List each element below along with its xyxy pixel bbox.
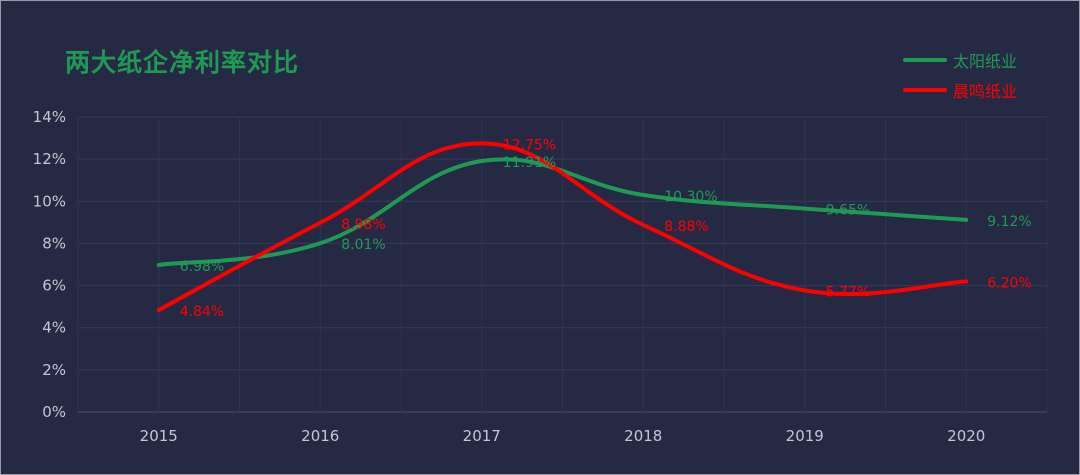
chart-title: 两大纸企净利率对比 (65, 48, 300, 77)
data-label-series-1: 8.88% (664, 219, 708, 235)
data-label-series-1: 12.75% (503, 137, 556, 153)
data-label-series-1: 4.84% (180, 304, 224, 320)
y-tick-label: 2% (42, 361, 66, 379)
y-tick-label: 4% (42, 319, 66, 337)
data-label-series-0: 8.01% (341, 237, 385, 253)
x-tick-label: 2019 (786, 427, 824, 445)
y-tick-label: 14% (33, 108, 66, 126)
y-tick-label: 0% (42, 403, 66, 421)
grid-layer (77, 116, 1048, 413)
axis-layer: 0% 2% 4% 6% 8% 10% 12% 14% 2015 2016 2017 2018 2019 2… (33, 108, 986, 445)
data-label-series-1: 8.98% (341, 217, 385, 233)
x-tick-label: 2020 (947, 427, 985, 445)
legend-label-series-0: 太阳纸业 (953, 52, 1018, 71)
data-label-series-1: 6.20% (987, 275, 1031, 291)
chart-legend: 太阳纸业 晨鸣纸业 (903, 45, 1017, 105)
y-tick-label: 6% (42, 277, 66, 295)
data-label-series-0: 6.98% (180, 259, 224, 275)
label-layer: 6.98% 8.01% 11.91% 10.30% 9.65% 9.12% 4.84% 8.9… (180, 137, 1032, 320)
legend-label-series-1: 晨鸣纸业 (953, 82, 1018, 101)
legend-item-series-0[interactable]: 太阳纸业 (903, 45, 1017, 75)
series-line-1 (156, 141, 969, 313)
legend-swatch-series-0 (903, 58, 947, 62)
data-label-series-0: 9.65% (826, 203, 870, 219)
y-tick-label: 8% (42, 234, 66, 252)
legend-item-series-1[interactable]: 晨鸣纸业 (903, 75, 1017, 105)
legend-swatch-series-1 (903, 88, 947, 92)
y-tick-label: 10% (33, 192, 66, 210)
y-tick-label: 12% (33, 150, 66, 168)
x-tick-label: 2016 (301, 427, 339, 445)
data-label-series-0: 11.91% (503, 155, 556, 171)
data-label-series-0: 9.12% (987, 214, 1031, 230)
x-tick-label: 2018 (624, 427, 662, 445)
x-tick-label: 2015 (140, 427, 178, 445)
series-layer (156, 141, 969, 313)
x-tick-label: 2017 (463, 427, 501, 445)
data-label-series-0: 10.30% (664, 189, 717, 205)
data-label-series-1: 5.77% (826, 284, 870, 300)
